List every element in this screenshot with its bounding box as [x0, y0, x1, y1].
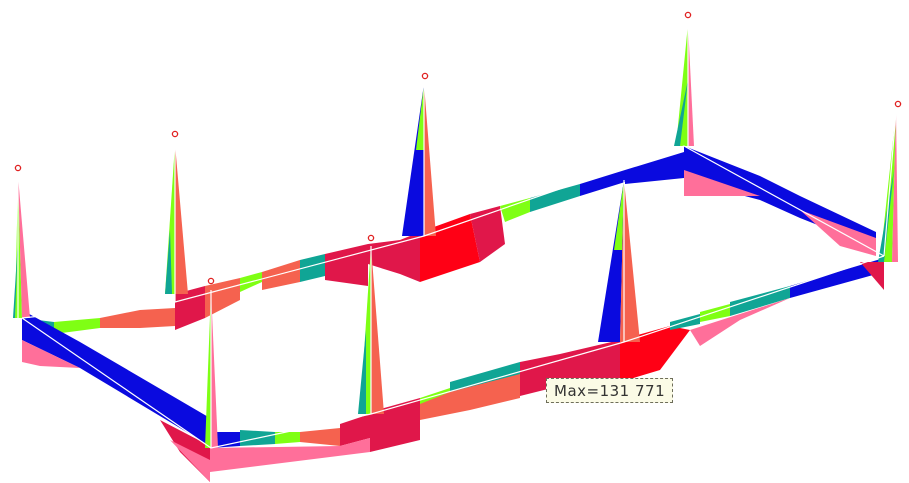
frame-line: [883, 111, 897, 257]
column-spike: [358, 330, 366, 414]
back-beam-segment: [625, 152, 684, 184]
front-beam: [210, 258, 884, 472]
column-spike: [424, 84, 436, 236]
back-beam-segment: [684, 170, 760, 196]
column-spike: [211, 290, 218, 448]
left-member-segment: [22, 310, 210, 446]
support-marker: [367, 234, 375, 242]
column-spike: [614, 180, 624, 250]
back-beam-segment: [175, 286, 205, 330]
column-spike: [205, 290, 211, 448]
left-member-segment: [170, 440, 210, 482]
front-beam-segment: [300, 428, 340, 446]
column-spike: [165, 230, 172, 294]
column-spike: [402, 84, 424, 236]
supports: [14, 11, 902, 285]
support-marker: [14, 164, 22, 172]
back-beam-segment: [368, 232, 420, 282]
column-spike: [878, 170, 894, 262]
back-beam-segment: [205, 278, 240, 318]
support-marker: [171, 130, 179, 138]
column-spike: [688, 24, 694, 146]
back-beam-segment: [100, 308, 175, 328]
column-spikes: [13, 24, 898, 448]
column-spike: [676, 24, 688, 146]
column-spike: [371, 246, 384, 414]
back-beam-segment: [580, 170, 625, 196]
frame-lines: [17, 24, 897, 449]
column-spike: [892, 112, 898, 262]
column-spike: [880, 112, 896, 262]
support-marker: [421, 72, 429, 80]
front-beam-segment: [210, 438, 370, 472]
column-spike: [175, 144, 188, 294]
front-beam-segment: [340, 414, 370, 446]
support-marker: [684, 11, 692, 19]
front-beam-segment: [560, 340, 620, 386]
front-beam-segment: [730, 286, 790, 316]
column-spike: [620, 180, 640, 342]
left-member: [22, 310, 210, 482]
column-spike: [165, 144, 175, 294]
back-beam-segment: [262, 260, 300, 290]
column-spike: [416, 84, 424, 150]
back-beam-segment: [54, 318, 100, 334]
back-beam-segment: [325, 244, 368, 286]
front-beam-segment: [790, 258, 884, 298]
back-beam-segment: [530, 184, 580, 212]
front-beam-segment: [275, 432, 300, 444]
frame-line: [21, 255, 885, 449]
back-beam-segment: [800, 210, 876, 256]
back-beam-segment: [470, 206, 505, 262]
max-value-label: Max=131 771: [546, 378, 674, 403]
front-beam-segment: [700, 304, 730, 322]
left-member-segment: [22, 340, 80, 368]
front-beam-segment: [690, 298, 790, 346]
support-marker: [207, 277, 215, 285]
front-beam-segment: [450, 362, 520, 392]
front-beam-segment: [420, 370, 520, 420]
column-spike: [13, 240, 18, 318]
column-spike: [18, 176, 30, 318]
front-beam-segment: [860, 262, 884, 290]
back-beam: [22, 146, 876, 340]
support-marker: [894, 100, 902, 108]
back-beam-segment: [500, 198, 530, 222]
back-beam-segment: [300, 254, 325, 282]
column-spike: [598, 180, 624, 342]
column-spike: [674, 80, 688, 146]
